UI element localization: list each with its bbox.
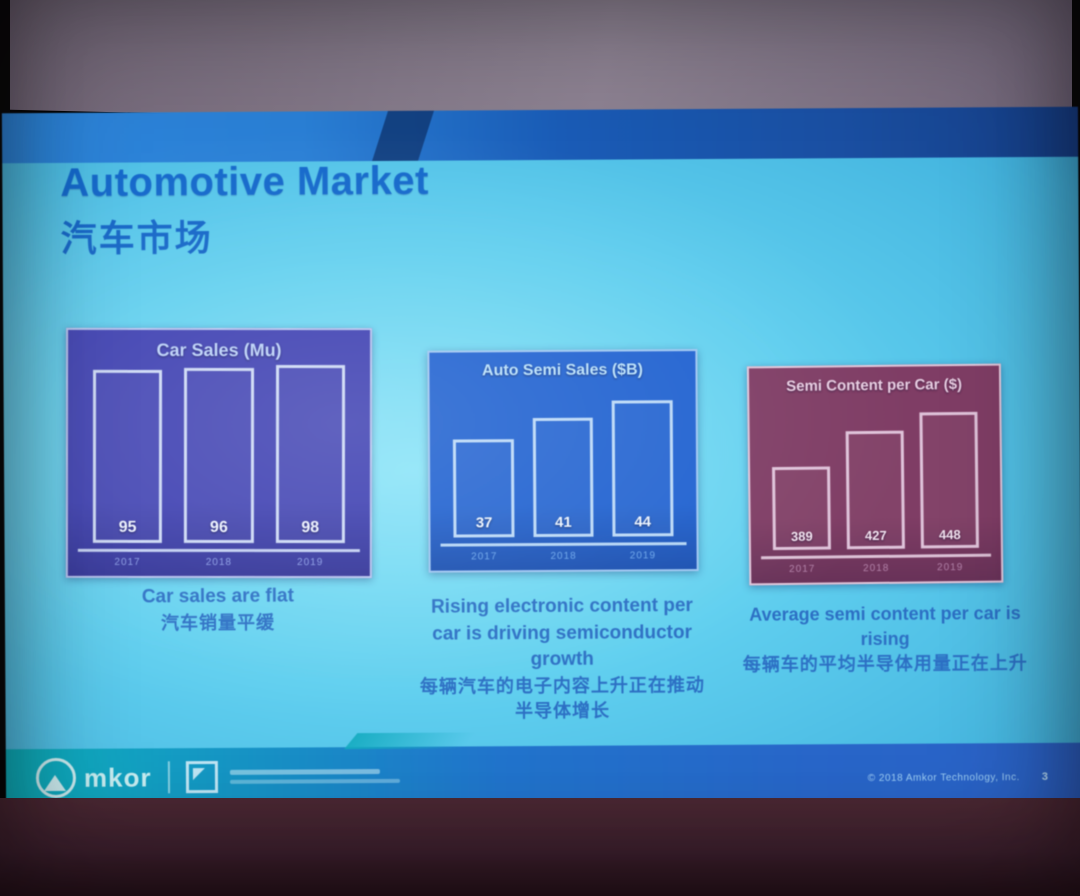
chart-panel: Semi Content per Car ($) 389 427 448 2017 2…: [746, 363, 1004, 586]
bar-value: 95: [118, 518, 137, 536]
slide-title: Automotive Market: [60, 158, 430, 205]
bar-2019: 44: [611, 400, 674, 537]
bar-value: 44: [634, 513, 652, 531]
x-axis-label: 2017: [114, 556, 141, 568]
footer-swoosh-shape: [344, 732, 478, 750]
x-axis-label: 2017: [471, 551, 498, 563]
chart-plot: 95 96 98: [68, 361, 370, 544]
caption-chinese: 每辆车的平均半导体用量正在上升: [742, 653, 1028, 676]
bar-2019: 98: [275, 364, 345, 544]
chart-title: Car Sales (Mu): [156, 339, 282, 361]
logo-divider: [167, 761, 170, 794]
x-axis-label: 2018: [862, 562, 890, 575]
wall-below-screen: [0, 798, 1080, 896]
bar-value: 96: [209, 518, 228, 536]
caption-english: Average semi content per car is rising: [749, 603, 1021, 650]
chart-title: Auto Semi Sales ($B): [481, 361, 643, 380]
chart-panel: Car Sales (Mu) 95 96 98 2017 2018 2019: [65, 327, 373, 579]
x-axis-label: 2018: [205, 556, 232, 568]
x-axis-label: 2019: [936, 561, 964, 574]
bar-2019: 448: [919, 412, 979, 549]
x-axis-labels: 2017 2018 2019: [751, 557, 1001, 584]
caption-chinese: 每辆汽车的电子内容上升正在推动半导体增长: [419, 674, 705, 722]
bar-value: 448: [938, 526, 961, 543]
chart-panel: Auto Semi Sales ($B) 37 41 44 2017 2018 2019: [427, 349, 699, 573]
caption-english: Rising electronic content per car is dri…: [430, 595, 693, 671]
x-axis-label: 2018: [550, 550, 577, 562]
amkor-logo-text: mkor: [83, 761, 152, 793]
title-block: Automotive Market 汽车市场: [60, 159, 429, 262]
bar-2018: 41: [532, 417, 594, 538]
page-number: 3: [1041, 770, 1049, 783]
slide-title-chinese: 汽车市场: [60, 217, 213, 259]
chart-plot: 37 41 44: [430, 379, 697, 538]
logo-row: mkor: [35, 756, 400, 799]
amkor-logo-icon: [35, 757, 77, 799]
bar-2017: 37: [453, 439, 515, 538]
bar-value: 389: [790, 528, 813, 544]
x-axis-label: 2017: [788, 563, 816, 575]
caption-chinese: 汽车销量平缓: [160, 612, 276, 633]
bar-2018: 96: [184, 367, 254, 544]
copyright-text: © 2018 Amkor Technology, Inc.: [867, 771, 1020, 784]
x-axis-labels: 2017 2018 2019: [68, 552, 370, 576]
bar-value: 98: [301, 519, 320, 537]
bar-value: 37: [475, 514, 493, 532]
slide-top-banner: [1, 106, 1079, 164]
x-axis-label: 2019: [297, 557, 324, 569]
x-axis-labels: 2017 2018 2019: [431, 545, 697, 571]
slide: Automotive Market 汽车市场 Car Sales (Mu) 95…: [1, 106, 1080, 808]
x-axis-label: 2019: [629, 550, 657, 562]
chart-caption: Rising electronic content per car is dri…: [417, 593, 708, 725]
chart-caption: Average semi content per car is rising 每辆…: [739, 601, 1031, 678]
bar-value: 427: [864, 527, 887, 544]
caption-english: Car sales are flat: [141, 585, 294, 608]
chart-plot: 389 427 448: [749, 393, 1001, 551]
bar-2017: 95: [93, 369, 163, 543]
footer-right: © 2018 Amkor Technology, Inc. 3: [868, 771, 1048, 784]
chart-caption: Car sales are flat 汽车销量平缓: [67, 583, 369, 637]
banner-accent-shape: [372, 110, 435, 162]
bar-2017: 389: [772, 466, 831, 551]
bar-2018: 427: [846, 430, 905, 550]
partner-logo-text-blur: [229, 768, 400, 784]
bar-value: 41: [554, 513, 572, 531]
partner-logo-icon: [185, 760, 218, 794]
